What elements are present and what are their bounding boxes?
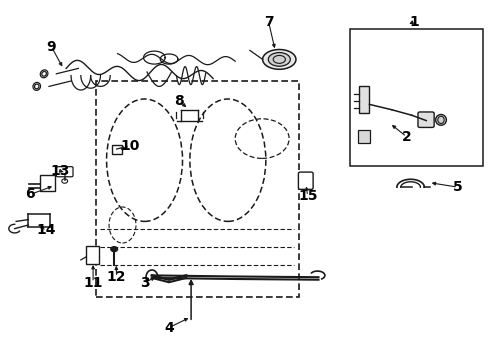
Ellipse shape bbox=[263, 50, 296, 69]
Text: 10: 10 bbox=[120, 139, 140, 153]
Text: 12: 12 bbox=[107, 270, 126, 284]
Bar bbox=[40, 175, 55, 191]
Text: 14: 14 bbox=[37, 224, 56, 237]
Text: 13: 13 bbox=[50, 164, 70, 178]
Text: 9: 9 bbox=[47, 40, 56, 54]
Text: 4: 4 bbox=[164, 321, 174, 334]
Bar bbox=[350, 29, 483, 166]
Text: 8: 8 bbox=[174, 94, 184, 108]
Text: 1: 1 bbox=[409, 15, 419, 28]
Bar bbox=[112, 145, 122, 154]
Circle shape bbox=[111, 247, 118, 252]
Text: 11: 11 bbox=[83, 276, 103, 289]
Bar bbox=[86, 246, 99, 264]
FancyBboxPatch shape bbox=[56, 167, 73, 177]
Text: 3: 3 bbox=[140, 276, 149, 289]
FancyBboxPatch shape bbox=[298, 172, 313, 189]
Ellipse shape bbox=[269, 53, 290, 66]
Circle shape bbox=[62, 179, 68, 183]
Ellipse shape bbox=[436, 114, 446, 125]
Text: 15: 15 bbox=[298, 189, 318, 203]
Bar bbox=[96, 81, 299, 297]
Bar bbox=[358, 130, 370, 143]
Text: 6: 6 bbox=[25, 188, 35, 201]
Text: 7: 7 bbox=[264, 15, 273, 28]
Bar bbox=[359, 86, 369, 113]
FancyBboxPatch shape bbox=[418, 112, 434, 127]
Text: 2: 2 bbox=[402, 130, 412, 144]
Text: 5: 5 bbox=[453, 180, 463, 194]
